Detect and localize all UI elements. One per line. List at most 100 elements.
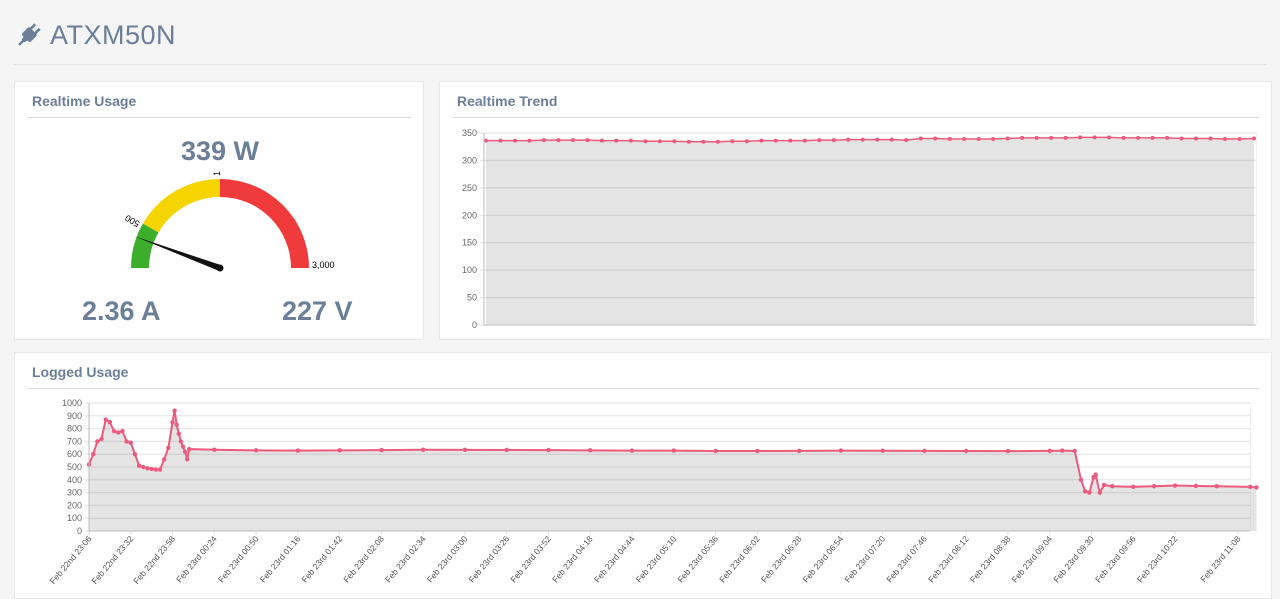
data-point <box>128 440 133 445</box>
data-point <box>107 420 113 425</box>
data-point <box>918 136 923 141</box>
data-point <box>180 444 186 449</box>
data-point <box>166 445 171 450</box>
data-point <box>1223 137 1228 142</box>
panel-divider <box>27 117 411 118</box>
x-tick-label: Feb 23rd 03:00 <box>425 534 470 585</box>
data-point <box>701 139 706 144</box>
data-point <box>963 448 969 454</box>
data-point <box>170 420 175 425</box>
gauge-band-0 <box>131 223 159 268</box>
x-tick-label: Feb 23rd 06:28 <box>759 534 804 585</box>
x-tick-label: Feb 23rd 01:16 <box>258 534 303 585</box>
y-tick-label: 350 <box>462 128 477 138</box>
data-point <box>541 138 546 143</box>
data-point <box>111 428 117 434</box>
y-tick-label: 700 <box>67 436 82 446</box>
data-point <box>922 448 927 454</box>
data-point <box>1179 136 1184 141</box>
x-tick-label: Feb 23rd 02:08 <box>341 534 386 585</box>
x-tick-label: Feb 23rd 05:10 <box>634 534 679 585</box>
data-point <box>1072 448 1077 454</box>
data-point <box>157 467 163 472</box>
plot-area <box>484 133 1256 325</box>
data-point <box>1087 490 1092 495</box>
y-tick-label: 50 <box>467 293 477 303</box>
x-tick-label: Feb 23rd 05:36 <box>675 534 720 585</box>
x-tick-label: Feb 23rd 04:44 <box>592 534 637 585</box>
data-point <box>713 448 718 454</box>
data-point <box>379 447 384 453</box>
data-point <box>875 137 880 142</box>
data-point <box>99 436 104 442</box>
voltage-reading: 227 V <box>282 296 353 326</box>
gauge-tick-label: 1,500 <box>212 170 222 176</box>
data-point <box>484 138 488 143</box>
data-point <box>1020 135 1025 140</box>
header-divider <box>14 64 1266 65</box>
y-tick-label: 300 <box>67 488 82 498</box>
y-tick-label: 200 <box>462 210 477 220</box>
data-point <box>1049 135 1054 140</box>
data-point <box>880 448 885 453</box>
data-point <box>904 138 909 143</box>
realtime-usage-title: Realtime Usage <box>32 93 137 109</box>
data-point <box>1107 135 1112 140</box>
x-tick-label: Feb 23rd 10:22 <box>1135 534 1180 585</box>
y-tick-label: 150 <box>462 238 477 248</box>
series-line <box>486 136 1255 143</box>
data-point <box>991 137 996 142</box>
data-point <box>1131 484 1136 490</box>
gauge-tick-label: 3,000 <box>312 260 335 270</box>
data-point <box>1047 448 1052 454</box>
data-point <box>1101 482 1107 488</box>
data-point <box>161 457 167 462</box>
y-tick-label: 1000 <box>62 398 82 408</box>
data-point <box>889 137 894 142</box>
x-tick-label: Feb 23rd 00:50 <box>216 534 261 585</box>
data-point <box>1254 485 1259 490</box>
x-tick-label: Feb 23rd 08:12 <box>926 534 971 585</box>
x-tick-label: Feb 22nd 23:58 <box>131 534 177 586</box>
plug-icon <box>18 23 41 46</box>
data-point <box>512 138 517 143</box>
x-tick-label: Feb 23rd 07:46 <box>884 534 929 585</box>
data-point <box>1151 484 1157 489</box>
realtime-trend-panel: Realtime Trend 0 50 100 150 200 250 300 350 <box>439 81 1272 340</box>
data-point <box>976 137 981 142</box>
data-point <box>686 139 691 144</box>
data-point <box>628 138 633 143</box>
series-area <box>486 137 1254 325</box>
data-point <box>860 137 865 142</box>
data-point <box>253 448 259 453</box>
data-point <box>1078 135 1083 140</box>
data-point <box>504 447 509 453</box>
data-point <box>90 452 96 457</box>
data-point <box>145 466 150 471</box>
data-point <box>212 447 217 452</box>
data-point <box>643 139 648 144</box>
y-tick-label: 400 <box>67 475 82 485</box>
y-tick-label: 800 <box>67 424 82 434</box>
data-point <box>124 439 129 444</box>
x-tick-label: Feb 22nd 23:06 <box>48 534 94 586</box>
data-point <box>95 439 100 444</box>
x-tick-label: Feb 23rd 03:26 <box>467 534 512 585</box>
power-reading: 339 W <box>181 136 260 166</box>
realtime-usage-panel: Realtime Usage 339 W 500 1,500 3,000 2.36 … <box>14 81 424 340</box>
data-point <box>116 430 121 435</box>
data-point <box>1097 490 1103 495</box>
current-reading: 2.36 A <box>82 296 161 326</box>
y-tick-label: 900 <box>67 411 82 421</box>
data-point <box>1165 135 1170 140</box>
data-point <box>947 137 952 142</box>
data-point <box>1063 135 1068 140</box>
data-point <box>846 137 851 142</box>
x-tick-label: Feb 22nd 23:32 <box>89 534 135 586</box>
data-point <box>178 439 184 444</box>
data-point <box>614 138 619 143</box>
data-point <box>556 138 561 143</box>
panel-divider <box>27 388 1259 389</box>
data-point <box>755 448 760 454</box>
data-point <box>187 446 192 452</box>
